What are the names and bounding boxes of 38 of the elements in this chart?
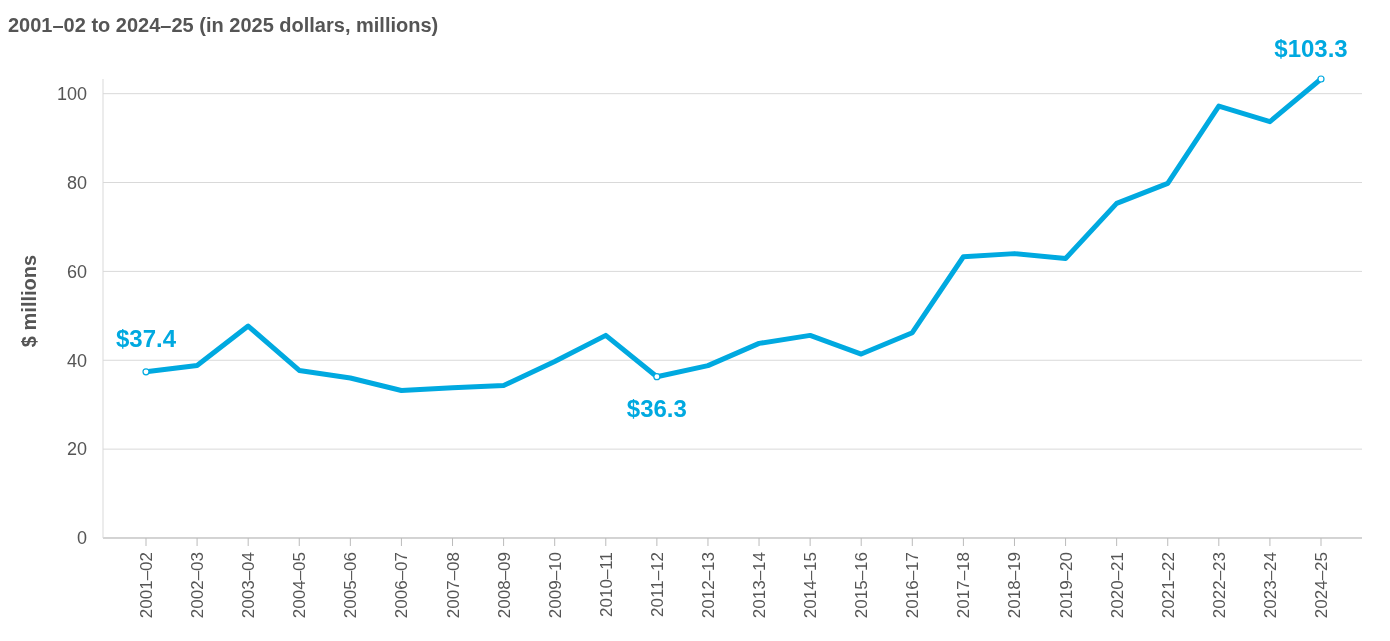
x-tick-label: 2018–19	[1005, 552, 1025, 619]
y-tick-label: 40	[66, 350, 87, 371]
x-tick-label: 2009–10	[545, 552, 565, 619]
x-tick-label: 2024–25	[1312, 552, 1331, 619]
point	[1317, 75, 1325, 83]
x-tick-label: 2016–17	[903, 552, 923, 619]
y-tick-label: 100	[56, 83, 87, 104]
x-tick-label: 2012–13	[698, 552, 718, 619]
x-tick-label: 2008–09	[494, 552, 514, 619]
x-tick-label: 2011–12	[647, 552, 667, 617]
x-tick-label: 2015–16	[852, 552, 872, 619]
x-tick-label: 2001–02	[137, 552, 156, 619]
y-tick-label: 20	[66, 439, 87, 460]
x-tick-label: 2005–06	[341, 552, 361, 619]
y-tick-label: 60	[66, 261, 87, 282]
x-tick-label: 2023–24	[1260, 552, 1280, 619]
x-tick-label: 2017–18	[954, 552, 974, 619]
x-tick-label: 2002–03	[188, 552, 208, 619]
x-tick-label: 2014–15	[801, 552, 821, 619]
x-tick-label: 2022–23	[1209, 552, 1229, 619]
x-tick-label: 2020–21	[1107, 552, 1127, 619]
x-tick-label: 2006–07	[392, 552, 412, 619]
data-label: $36.3	[626, 394, 687, 422]
data-label: $37.4	[115, 324, 177, 352]
x-tick-label: 2004–05	[290, 552, 310, 619]
x-tick-label: 2003–04	[239, 552, 259, 619]
x-tick-label: 2010–11	[596, 552, 616, 617]
point	[142, 368, 150, 376]
y-tick-label: 80	[66, 172, 87, 193]
data-label: $103.3	[1274, 35, 1348, 62]
y-axis-title: $ millions	[18, 254, 40, 348]
chart-title: 2001–02 to 2024–25 (in 2025 dollars, millions)	[8, 14, 439, 36]
x-tick-label: 2007–08	[443, 552, 463, 619]
x-tick-label: 2021–22	[1158, 552, 1178, 619]
x-tick-label: 2013–14	[750, 552, 770, 619]
y-tick-label: 0	[76, 528, 87, 549]
x-tick-label: 2019–20	[1056, 552, 1076, 619]
point	[653, 373, 661, 381]
